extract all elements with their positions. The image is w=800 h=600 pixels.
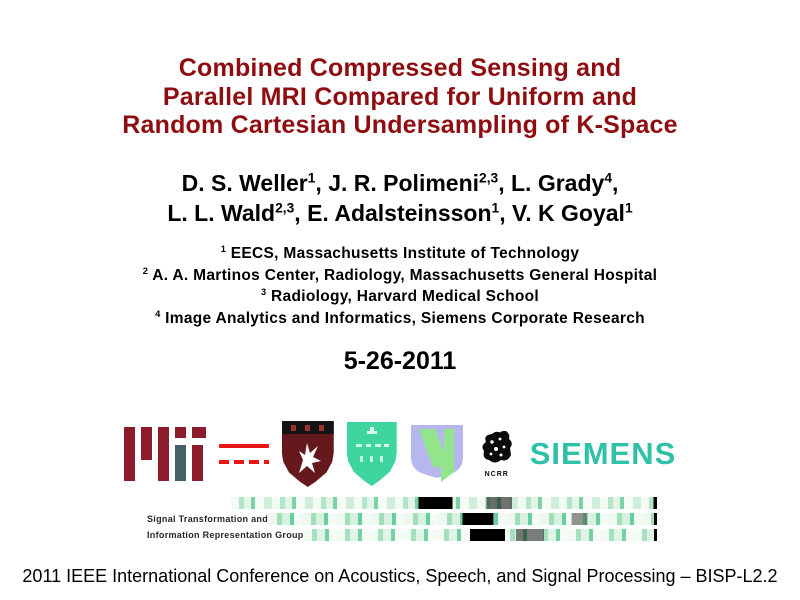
mgh-shield-icon (346, 422, 397, 486)
affiliation-line: 1 EECS, Massachusetts Institute of Techn… (0, 243, 800, 265)
banner-film-strip (303, 528, 657, 541)
author-affil-sup: 1 (491, 200, 500, 216)
banner-line-1: Signal Transformation and (147, 513, 269, 524)
logo-row: NCRR SIEMENS (0, 410, 800, 498)
author-line-1: D. S. Weller1, J. R. Polimeni2,3, L. Gra… (0, 168, 800, 198)
affil-text: A. A. Martinos Center, Radiology, Massac… (148, 266, 658, 284)
affiliation-line: 4 Image Analytics and Informatics, Sieme… (0, 308, 800, 330)
affil-sup: 2 (142, 265, 149, 276)
affiliation-list: 1 EECS, Massachusetts Institute of Techn… (0, 243, 800, 329)
ncrr-knot-icon (482, 430, 512, 463)
author-separator: , (315, 170, 329, 196)
banner-line-2: Information Representation Group (147, 529, 304, 540)
conference-footer: 2011 IEEE International Conference on Ac… (22, 566, 778, 586)
group-banner: Signal Transformation and Information Re… (147, 496, 657, 544)
rle-solid-line (218, 444, 269, 448)
banner-row (147, 496, 657, 509)
siemens-logo: SIEMENS (529, 436, 677, 471)
banner-row: Signal Transformation and (147, 512, 657, 525)
martinos-center-logo-icon (410, 425, 463, 482)
author-separator: , (612, 170, 619, 196)
title-line-1: Combined Compressed Sensing and (178, 54, 622, 82)
mit-logo-icon (123, 427, 206, 481)
author-affil-sup: 4 (604, 170, 612, 186)
rle-dashed-line (218, 460, 269, 464)
affil-sup: 4 (155, 308, 161, 319)
harvard-crest-icon (281, 421, 334, 487)
author-name: E. Adalsteinsson (307, 200, 492, 226)
author-name: L. Grady (511, 170, 605, 196)
author-affil-sup: 2,3 (479, 170, 499, 186)
author-separator: , (499, 200, 513, 226)
harvard-crest-chief (281, 421, 334, 434)
affiliation-line: 3 Radiology, Harvard Medical School (0, 286, 800, 308)
affil-text: Radiology, Harvard Medical School (266, 288, 540, 305)
affil-text: EECS, Massachusetts Institute of Technol… (226, 245, 580, 262)
page-title: Combined Compressed Sensing and Parallel… (0, 54, 800, 140)
author-line-2: L. L. Wald2,3, E. Adalsteinsson1, V. K G… (0, 198, 800, 228)
ncrr-logo: NCRR (477, 430, 517, 478)
title-line-3: Random Cartesian Undersampling of K-Spac… (122, 111, 678, 139)
author-name: V. K Goyal (512, 200, 625, 226)
rle-lines-logo-icon (218, 444, 269, 464)
affil-text: Image Analytics and Informatics, Siemens… (160, 309, 645, 327)
author-name: L. L. Wald (167, 200, 276, 226)
author-list: D. S. Weller1, J. R. Polimeni2,3, L. Gra… (0, 168, 800, 228)
affiliation-line: 2 A. A. Martinos Center, Radiology, Mass… (0, 265, 800, 287)
banner-row: Information Representation Group (147, 528, 657, 541)
author-affil-sup: 2,3 (275, 200, 295, 216)
author-separator: , (498, 170, 511, 196)
author-name: J. R. Polimeni (328, 170, 480, 196)
author-affil-sup: 1 (624, 200, 633, 216)
author-name: D. S. Weller (181, 170, 308, 196)
affil-sup: 3 (260, 286, 267, 297)
presentation-date: 5-26-2011 (343, 347, 457, 375)
author-affil-sup: 1 (307, 170, 316, 186)
harvard-lion-icon (298, 443, 321, 473)
author-separator: , (294, 200, 308, 226)
affil-sup: 1 (220, 243, 227, 254)
ncrr-label: NCRR (484, 471, 509, 478)
banner-film-strip (268, 512, 657, 525)
banner-film-strip (231, 496, 657, 509)
title-line-2: Parallel MRI Compared for Uniform and (162, 82, 638, 111)
